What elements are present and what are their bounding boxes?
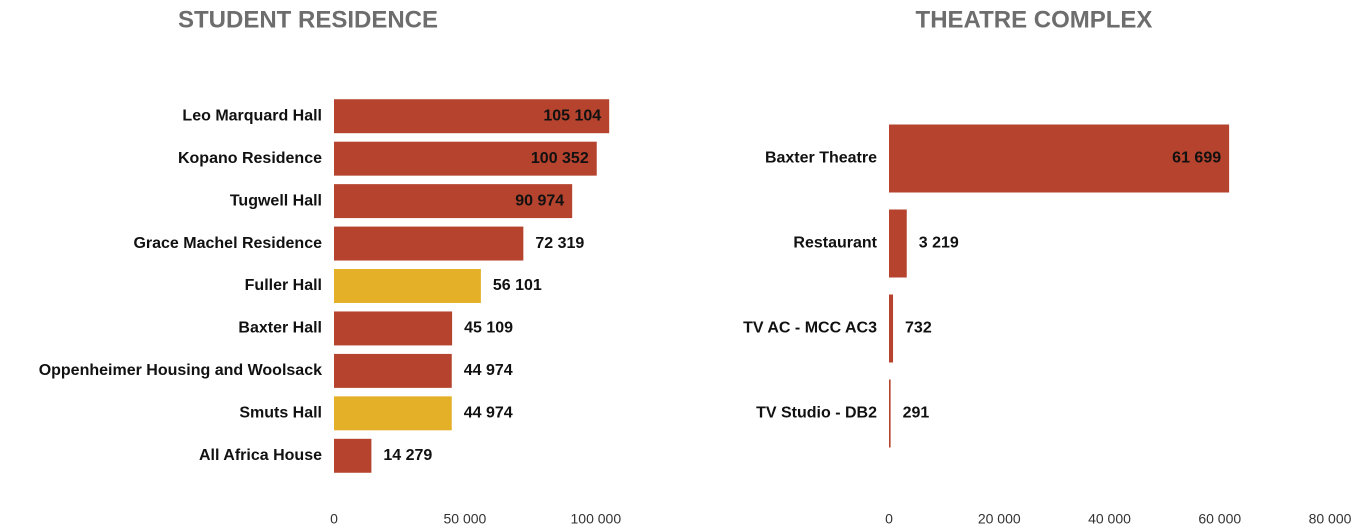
- category-label: Tugwell Hall: [230, 192, 322, 209]
- bar: [334, 184, 573, 219]
- value-label: 56 101: [493, 277, 542, 294]
- category-label: Baxter Hall: [238, 320, 322, 337]
- bar: [889, 379, 891, 448]
- value-label: 105 104: [543, 107, 601, 124]
- value-label: 14 279: [383, 447, 432, 464]
- value-label: 45 109: [464, 320, 513, 337]
- bar: [334, 396, 452, 431]
- value-label: 72 319: [535, 235, 584, 252]
- value-label: 44 974: [464, 362, 513, 379]
- bar: [334, 311, 453, 346]
- bar: [889, 124, 1230, 193]
- value-label: 291: [903, 405, 930, 422]
- x-tick-label: 50 000: [443, 511, 486, 527]
- category-label: Grace Machel Residence: [133, 235, 322, 252]
- category-label: All Africa House: [199, 447, 322, 464]
- x-tick-label: 60 000: [1198, 511, 1241, 527]
- x-tick-label: 0: [885, 511, 893, 527]
- bar: [889, 294, 894, 363]
- category-label: Leo Marquard Hall: [182, 107, 322, 124]
- bar: [334, 226, 524, 261]
- category-label: Fuller Hall: [245, 277, 322, 294]
- category-label: Smuts Hall: [239, 405, 322, 422]
- value-label: 44 974: [464, 405, 513, 422]
- x-tick-label: 20 000: [978, 511, 1021, 527]
- x-tick-label: 40 000: [1088, 511, 1131, 527]
- bar: [334, 269, 481, 303]
- x-tick-label: 80 000: [1309, 511, 1352, 527]
- chart-title: THEATRE COMPLEX: [916, 6, 1153, 33]
- bar: [334, 99, 610, 134]
- bar: [334, 438, 372, 473]
- value-label: 732: [905, 320, 932, 337]
- bar: [334, 353, 452, 388]
- category-label: Restaurant: [793, 235, 877, 252]
- bar: [334, 141, 597, 176]
- category-label: Baxter Theatre: [765, 150, 877, 167]
- value-label: 3 219: [919, 235, 959, 252]
- value-label: 100 352: [531, 150, 589, 167]
- x-tick-label: 100 000: [571, 511, 622, 527]
- category-label: TV AC - MCC AC3: [743, 320, 877, 337]
- bar: [889, 209, 907, 278]
- value-label: 61 699: [1172, 150, 1221, 167]
- category-label: Kopano Residence: [178, 150, 322, 167]
- x-tick-label: 0: [330, 511, 338, 527]
- value-label: 90 974: [515, 192, 564, 209]
- category-label: TV Studio - DB2: [756, 405, 877, 422]
- chart-title: STUDENT RESIDENCE: [178, 6, 438, 33]
- category-label: Oppenheimer Housing and Woolsack: [39, 362, 322, 379]
